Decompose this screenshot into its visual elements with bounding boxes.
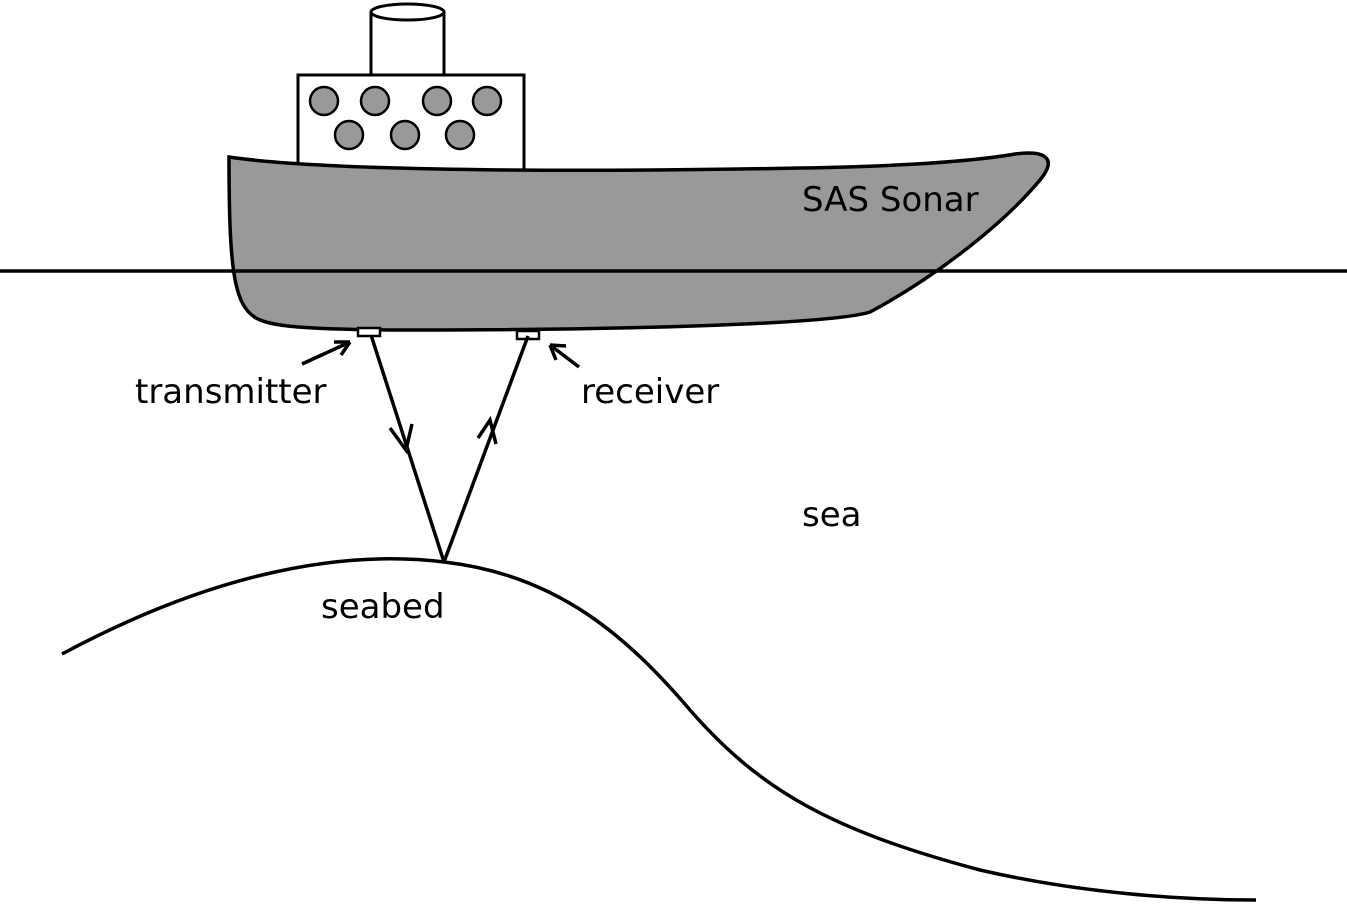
receiver-label: receiver [581,372,719,412]
receiver-pointer-arrow [548,343,581,369]
seabed-label: seabed [321,587,445,627]
ship-hull [227,151,1050,332]
transmitter-device [356,326,382,338]
ship-chimney [369,2,446,75]
ship-label: SAS Sonar [802,180,979,220]
porthole [421,85,453,117]
sound-path-down [369,334,446,563]
seabed-curve [61,557,1257,902]
porthole [359,85,391,117]
transmitter-label: transmitter [135,372,327,412]
porthole [333,119,365,151]
sound-path-up [442,335,530,563]
porthole [389,119,421,151]
portholes [308,85,503,151]
porthole [471,85,503,117]
porthole [444,119,476,151]
porthole [308,85,340,117]
transmitter-pointer-arrow [301,340,352,366]
sea-label: sea [802,495,861,535]
